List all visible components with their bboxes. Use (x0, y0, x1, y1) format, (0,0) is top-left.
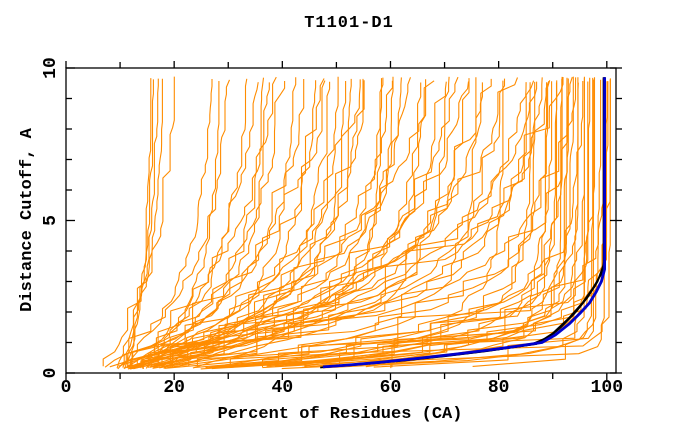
x-axis-label: Percent of Residues (CA) (218, 405, 463, 424)
best-model-group (322, 77, 606, 369)
y-tick-label: 10 (41, 57, 61, 79)
axes-frame: 0 20 40 60 80 100 0 5 10 (41, 57, 623, 398)
x-tick-label: 0 (61, 378, 72, 398)
x-tick-label: 60 (380, 378, 402, 398)
chart-title: T1101-D1 (304, 14, 394, 33)
y-tick-label: 0 (41, 368, 61, 379)
server-models-ensemble-group (102, 76, 611, 370)
x-tick-label: 80 (488, 378, 510, 398)
data-series (102, 76, 611, 370)
x-tick-label: 40 (272, 378, 294, 398)
x-tick-label: 20 (163, 378, 185, 398)
y-tick-label: 5 (41, 215, 61, 226)
x-tick-label: 100 (591, 378, 623, 398)
y-axis-label: Distance Cutoff, A (18, 127, 37, 311)
